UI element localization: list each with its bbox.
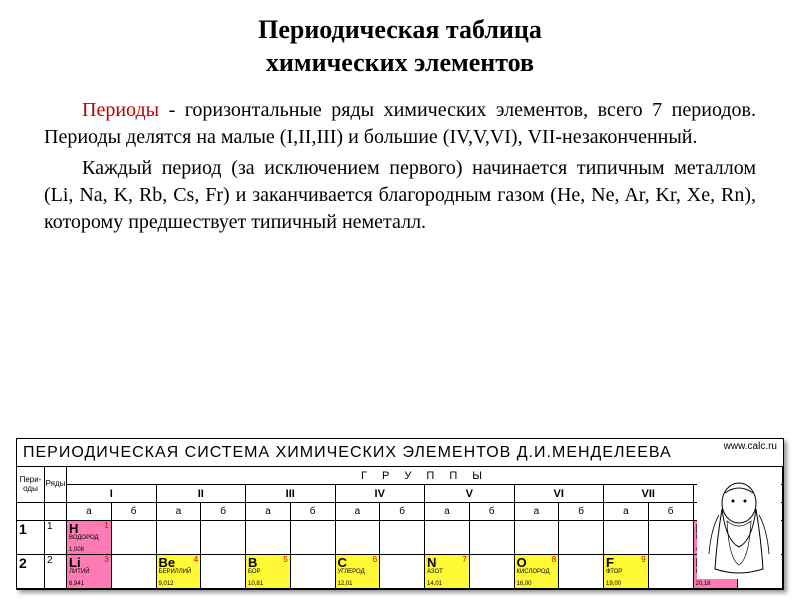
empty-cell <box>112 555 157 589</box>
empty-cell <box>380 555 425 589</box>
pt-url: www.calc.ru <box>724 441 777 452</box>
empty-cell <box>201 521 246 555</box>
empty-cell <box>201 555 246 589</box>
pt-title: ПЕРИОДИЧЕСКАЯ СИСТЕМА ХИМИЧЕСКИХ ЭЛЕМЕНТ… <box>23 444 777 462</box>
sub-b: б <box>291 503 336 521</box>
grp-5: V <box>425 485 515 503</box>
empty-cell <box>604 521 649 555</box>
sub-b: б <box>380 503 425 521</box>
hdr-periods: Пери-оды <box>17 467 45 503</box>
el-Li: Li 3 ЛИТИЙ 6,941 <box>67 555 112 589</box>
empty-cell <box>515 521 560 555</box>
el-N: N 7 АЗОТ 14,01 <box>425 555 470 589</box>
el-F: F 9 ФТОР 19,00 <box>604 555 649 589</box>
sub-a: a <box>246 503 291 521</box>
mendeleev-portrait-icon <box>697 469 781 579</box>
empty-cell <box>291 555 336 589</box>
groups-label: Г Р У П П Ы <box>67 467 783 485</box>
empty-cell <box>425 521 470 555</box>
pt-grid: Пери-оды Ряды Г Р У П П Ы I II III IV V … <box>17 467 783 589</box>
empty-cell <box>559 555 604 589</box>
el-B: B 5 БОР 10,81 <box>246 555 291 589</box>
sub-a: a <box>425 503 470 521</box>
empty-cell <box>470 555 515 589</box>
grp-4: IV <box>336 485 426 503</box>
empty <box>17 503 45 521</box>
body-text: Периоды - горизонтальные ряды химических… <box>0 79 800 236</box>
el-Be: Be 4 БЕРИЛЛИЙ 9,012 <box>157 555 202 589</box>
row-2: 2 <box>45 555 67 589</box>
title-line-2: химических элементов <box>40 47 760 80</box>
grp-6: VI <box>515 485 605 503</box>
empty-cell <box>157 521 202 555</box>
periodic-table: ПЕРИОДИЧЕСКАЯ СИСТЕМА ХИМИЧЕСКИХ ЭЛЕМЕНТ… <box>16 438 784 590</box>
term-periods: Периоды <box>82 99 159 121</box>
el-C: C 6 УГЛЕРОД 12,01 <box>336 555 381 589</box>
page-title: Периодическая таблица химических элемент… <box>0 0 800 79</box>
sub-b: б <box>201 503 246 521</box>
row-1: 1 <box>45 521 67 555</box>
sub-b: б <box>470 503 515 521</box>
sub-a: a <box>604 503 649 521</box>
grp-1: I <box>67 485 157 503</box>
empty-cell <box>246 521 291 555</box>
grp-7: VII <box>604 485 694 503</box>
sub-a: a <box>157 503 202 521</box>
empty-cell <box>559 521 604 555</box>
title-line-1: Периодическая таблица <box>40 14 760 47</box>
empty-cell <box>380 521 425 555</box>
empty-cell <box>112 521 157 555</box>
el-O: O 8 КИСЛОРОД 16,00 <box>515 555 560 589</box>
paragraph-2: Каждый период (за исключением первого) н… <box>44 155 756 236</box>
empty-cell <box>470 521 515 555</box>
grp-3: III <box>246 485 336 503</box>
grp-2: II <box>157 485 247 503</box>
empty <box>45 503 67 521</box>
el-H: H 1 ВОДОРОД 1,008 <box>67 521 112 555</box>
period-2: 2 <box>17 555 45 589</box>
empty-cell <box>336 521 381 555</box>
sub-a: a <box>67 503 112 521</box>
sub-a: a <box>515 503 560 521</box>
empty-cell <box>291 521 336 555</box>
empty-cell <box>649 555 694 589</box>
period-1: 1 <box>17 521 45 555</box>
hdr-rows: Ряды <box>45 467 67 503</box>
paragraph-1: Периоды - горизонтальные ряды химических… <box>44 97 756 151</box>
pt-header: ПЕРИОДИЧЕСКАЯ СИСТЕМА ХИМИЧЕСКИХ ЭЛЕМЕНТ… <box>17 439 783 467</box>
sub-a: a <box>336 503 381 521</box>
empty-cell <box>649 521 694 555</box>
sub-b: б <box>559 503 604 521</box>
sub-b: б <box>649 503 694 521</box>
sub-b: б <box>112 503 157 521</box>
